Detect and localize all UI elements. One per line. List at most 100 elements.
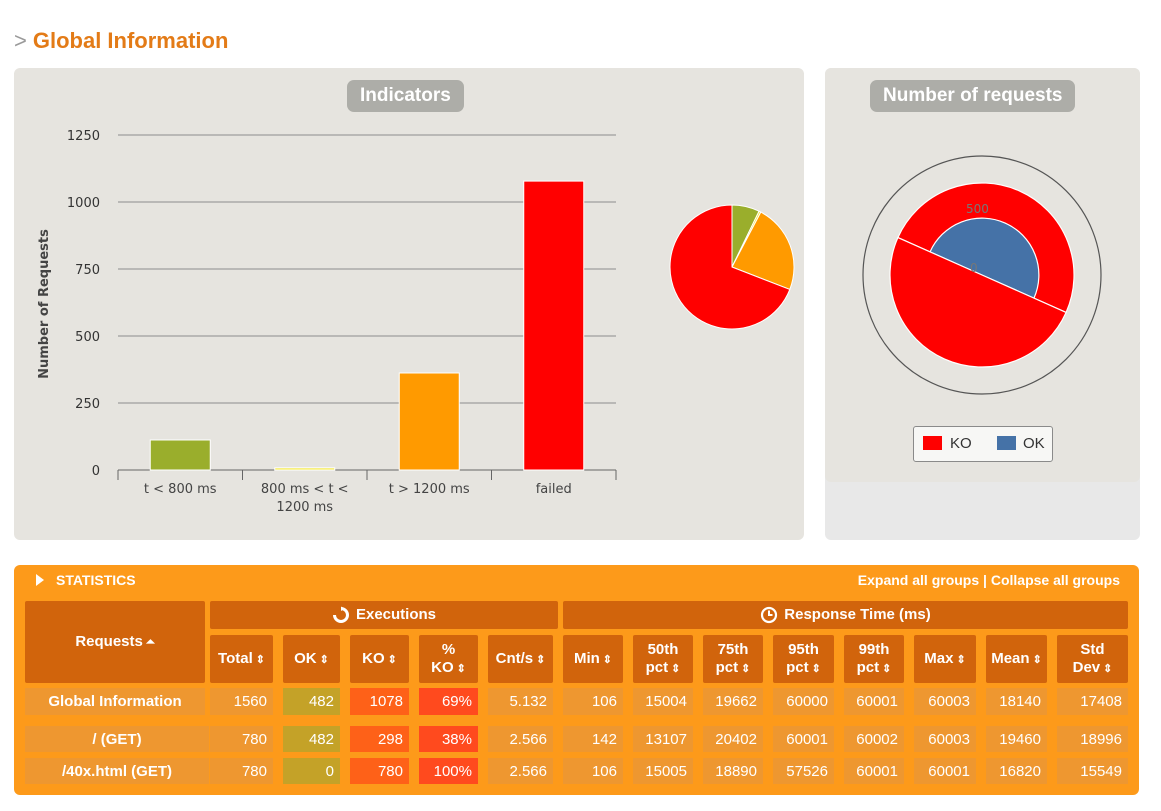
refresh-icon <box>332 606 349 623</box>
column-header-label: Min ⇕ <box>574 650 612 669</box>
table-cell: 60001 <box>914 758 976 784</box>
legend-ok-label[interactable]: OK <box>1023 435 1045 452</box>
column-header[interactable]: 99th pct ⇕ <box>844 635 904 683</box>
table-cell: 0 <box>283 758 340 784</box>
column-header[interactable]: Cnt/s ⇕ <box>488 635 553 683</box>
column-header[interactable]: Min ⇕ <box>563 635 623 683</box>
table-cell: 298 <box>350 726 409 752</box>
table-cell: 17408 <box>1057 688 1128 715</box>
table-cell: 69% <box>419 688 478 715</box>
column-header[interactable]: Std Dev ⇕ <box>1057 635 1128 683</box>
column-header[interactable]: KO ⇕ <box>350 635 409 683</box>
requests-header[interactable]: Requests ⏶ <box>25 601 205 683</box>
table-cell: 1078 <box>350 688 409 715</box>
table-cell: 106 <box>563 758 623 784</box>
pie-slice <box>669 204 791 330</box>
page-title-text: Global Information <box>32 28 229 53</box>
bar <box>398 372 460 471</box>
column-header[interactable]: 75th pct ⇕ <box>703 635 763 683</box>
legend-ko-swatch <box>923 436 942 450</box>
column-header-text: Cnt/s <box>495 649 534 667</box>
column-header-label: Cnt/s ⇕ <box>496 650 546 669</box>
column-header-label: % KO ⇕ <box>431 641 466 678</box>
table-cell: 60001 <box>844 688 904 715</box>
table-cell: 60001 <box>844 758 904 784</box>
column-header-text: % <box>441 640 456 658</box>
table-cell: 482 <box>283 688 340 715</box>
ok-sector <box>929 217 1040 299</box>
statistics-toggle[interactable]: STATISTICS <box>36 572 136 588</box>
legend-ok-swatch <box>997 436 1016 450</box>
statistics-panel: STATISTICS Expand all groups | Collapse … <box>14 565 1139 795</box>
column-header[interactable]: OK ⇕ <box>283 635 340 683</box>
column-header-text: Max <box>924 649 954 667</box>
table-cell: 18140 <box>986 688 1047 715</box>
expand-triangle-icon <box>36 574 44 586</box>
column-header-text: KO <box>362 649 385 667</box>
column-header-label: 50th pct ⇕ <box>646 641 681 678</box>
table-cell: 20402 <box>703 726 763 752</box>
outer-ring <box>862 155 1102 395</box>
table-cell: 482 <box>283 726 340 752</box>
table-cell: 18890 <box>703 758 763 784</box>
indicators-bar-chart: 0 250 500 750 1000 1250 Number of Requests t < … <box>37 129 795 515</box>
y-tick-label: 500 <box>75 330 100 345</box>
bar <box>149 439 211 471</box>
column-header-text: Total <box>218 649 253 667</box>
sort-icon: ⇕ <box>671 662 681 675</box>
column-header-text: Std <box>1080 640 1105 658</box>
column-header-label: 75th pct ⇕ <box>716 641 751 678</box>
requests-title: Number of requests <box>870 80 1076 112</box>
table-cell: 142 <box>563 726 623 752</box>
legend-ko-label[interactable]: KO <box>950 435 972 452</box>
column-header-label: Mean ⇕ <box>991 650 1042 669</box>
x-tick-label: 800 ms < t < <box>261 482 349 497</box>
radial-tick-0: 0 <box>970 261 978 275</box>
sort-up-icon: ⏶ <box>145 636 155 648</box>
column-header-label: 99th pct ⇕ <box>857 641 892 678</box>
collapse-all-link[interactable]: Collapse all groups <box>990 572 1120 588</box>
column-header-label: 95th pct ⇕ <box>786 641 821 678</box>
table-cell: 16820 <box>986 758 1047 784</box>
sort-icon: ⇕ <box>741 662 751 675</box>
title-arrow: > <box>14 28 27 53</box>
clock-icon <box>761 606 778 624</box>
row-name[interactable]: /40x.html (GET) <box>25 758 209 784</box>
requests-header-label: Requests <box>75 633 143 650</box>
group-links: Expand all groups | Collapse all groups <box>858 572 1120 588</box>
column-header-text: 99th <box>858 640 890 658</box>
row-name[interactable]: / (GET) <box>25 726 209 752</box>
table-cell: 2.566 <box>488 758 553 784</box>
row-name[interactable]: Global Information <box>25 688 205 715</box>
column-header[interactable]: Max ⇕ <box>914 635 976 683</box>
page-title: > Global Information <box>14 28 228 54</box>
sort-icon: ⇕ <box>882 662 892 675</box>
sort-icon: ⇕ <box>456 662 466 675</box>
column-header-text: pct <box>856 658 880 676</box>
bar <box>274 467 336 471</box>
y-tick-label: 1250 <box>67 129 100 144</box>
column-header-text: KO <box>431 658 454 676</box>
table-cell: 18996 <box>1057 726 1128 752</box>
column-header[interactable]: 50th pct ⇕ <box>633 635 693 683</box>
column-header[interactable]: Total ⇕ <box>210 635 273 683</box>
column-header-label: OK ⇕ <box>294 650 329 669</box>
y-tick-label: 750 <box>75 263 100 278</box>
sort-icon: ⇕ <box>536 653 546 666</box>
table-cell: 60000 <box>773 688 834 715</box>
expand-all-link[interactable]: Expand all groups <box>857 572 980 588</box>
column-header[interactable]: Mean ⇕ <box>986 635 1047 683</box>
column-header-text: 75th <box>717 640 749 658</box>
column-header[interactable]: 95th pct ⇕ <box>773 635 834 683</box>
statistics-title: STATISTICS <box>56 572 136 588</box>
table-cell: 60001 <box>773 726 834 752</box>
sort-icon: ⇕ <box>1103 662 1113 675</box>
table-cell: 19662 <box>703 688 763 715</box>
column-header[interactable]: % KO ⇕ <box>419 635 478 683</box>
table-cell: 100% <box>419 758 478 784</box>
column-header-text: Min <box>573 649 600 667</box>
y-tick-label: 1000 <box>67 196 100 211</box>
table-cell: 13107 <box>633 726 693 752</box>
sort-icon: ⇕ <box>602 653 613 666</box>
column-header-text: 50th <box>647 640 679 658</box>
